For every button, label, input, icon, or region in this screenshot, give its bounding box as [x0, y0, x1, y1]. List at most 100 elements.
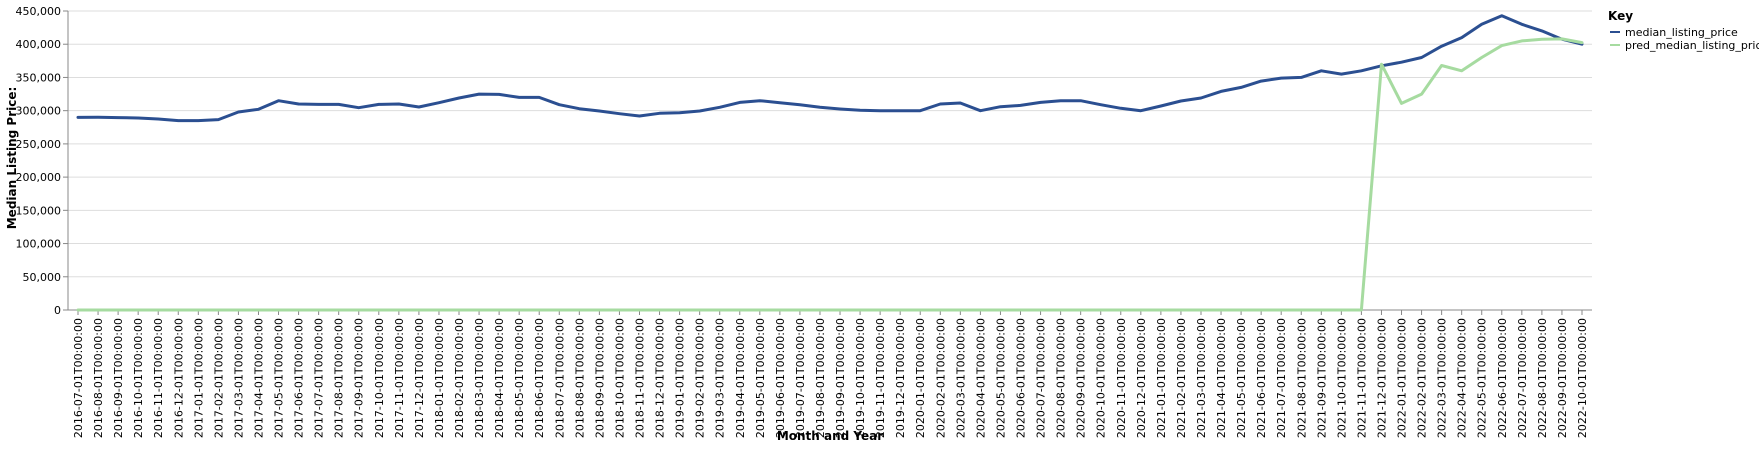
- x-tick-label: 2022-01-01T00:00:00: [1396, 318, 1409, 438]
- x-tick-label: 2021-07-01T00:00:00: [1275, 318, 1288, 438]
- y-tick-label: 350,000: [16, 71, 62, 84]
- x-tick-label: 2018-09-01T00:00:00: [593, 318, 606, 438]
- x-tick-label: 2020-03-01T00:00:00: [954, 318, 967, 438]
- x-tick-label: 2020-07-01T00:00:00: [1035, 318, 1048, 438]
- x-tick-label: 2020-01-01T00:00:00: [914, 318, 927, 438]
- legend-label: median_listing_price: [1625, 26, 1738, 39]
- x-tick-label: 2018-10-01T00:00:00: [613, 318, 626, 438]
- x-tick-label: 2019-06-01T00:00:00: [774, 318, 787, 438]
- axes: 0 50,000 100,000 150,000 200,000 250,000 300,0…: [16, 5, 1592, 438]
- series-line-pred_median_listing_price: [76, 37, 1584, 312]
- x-tick-label: 2019-12-01T00:00:00: [894, 318, 907, 438]
- x-tick-label: 2017-06-01T00:00:00: [293, 318, 306, 438]
- x-tick-label: 2022-03-01T00:00:00: [1436, 318, 1449, 438]
- x-tick-label: 2018-08-01T00:00:00: [573, 318, 586, 438]
- x-tick-label: 2019-05-01T00:00:00: [754, 318, 767, 438]
- y-tick-label: 300,000: [16, 105, 62, 118]
- x-tick-label: 2018-11-01T00:00:00: [633, 318, 646, 438]
- x-tick-label: 2017-11-01T00:00:00: [393, 318, 406, 438]
- x-tick-label: 2017-05-01T00:00:00: [273, 318, 286, 438]
- x-tick-label: 2019-10-01T00:00:00: [854, 318, 867, 438]
- x-tick-label: 2019-01-01T00:00:00: [674, 318, 687, 438]
- x-tick-label: 2022-09-01T00:00:00: [1556, 318, 1569, 438]
- x-tick-label: 2021-04-01T00:00:00: [1215, 318, 1228, 438]
- x-tick-label: 2021-06-01T00:00:00: [1255, 318, 1268, 438]
- x-tick-label: 2020-11-01T00:00:00: [1115, 318, 1128, 438]
- x-tick-label: 2017-09-01T00:00:00: [353, 318, 366, 438]
- x-tick-label: 2020-09-01T00:00:00: [1075, 318, 1088, 438]
- y-tick-label: 450,000: [16, 5, 62, 18]
- x-tick-label: 2018-02-01T00:00:00: [453, 318, 466, 438]
- x-tick-label: 2016-10-01T00:00:00: [132, 318, 145, 438]
- x-tick-label: 2017-03-01T00:00:00: [232, 318, 245, 438]
- y-tick-label: 400,000: [16, 38, 62, 51]
- x-tick-label: 2017-02-01T00:00:00: [212, 318, 225, 438]
- series-line-median_listing_price: [76, 14, 1584, 123]
- x-tick-label: 2017-12-01T00:00:00: [413, 318, 426, 438]
- x-tick-label: 2016-08-01T00:00:00: [92, 318, 105, 438]
- x-tick-label: 2020-06-01T00:00:00: [1015, 318, 1028, 438]
- x-tick-label: 2020-10-01T00:00:00: [1095, 318, 1108, 438]
- x-tick-label: 2018-01-01T00:00:00: [433, 318, 446, 438]
- x-tick-label: 2020-12-01T00:00:00: [1135, 318, 1148, 438]
- x-tick-label: 2022-07-01T00:00:00: [1516, 318, 1529, 438]
- legend-title: Key: [1608, 9, 1633, 23]
- y-axis-title: Median Listing Price:: [5, 87, 19, 230]
- x-tick-label: 2018-04-01T00:00:00: [493, 318, 506, 438]
- x-tick-label: 2016-09-01T00:00:00: [112, 318, 125, 438]
- x-tick-label: 2018-05-01T00:00:00: [513, 318, 526, 438]
- x-tick-label: 2022-05-01T00:00:00: [1476, 318, 1489, 438]
- x-tick-label: 2021-03-01T00:00:00: [1195, 318, 1208, 438]
- y-tick-label: 150,000: [16, 204, 62, 217]
- x-tick-label: 2019-09-01T00:00:00: [834, 318, 847, 438]
- legend: Key median_listing_pricepred_median_list…: [1608, 9, 1759, 52]
- x-tick-label: 2019-08-01T00:00:00: [814, 318, 827, 438]
- x-tick-label: 2021-11-01T00:00:00: [1355, 318, 1368, 438]
- x-tick-label: 2022-08-01T00:00:00: [1536, 318, 1549, 438]
- x-tick-label: 2017-01-01T00:00:00: [192, 318, 205, 438]
- y-tick-label: 200,000: [16, 171, 62, 184]
- x-tick-label: 2019-07-01T00:00:00: [794, 318, 807, 438]
- x-tick-label: 2018-03-01T00:00:00: [473, 318, 486, 438]
- x-tick-label: 2021-05-01T00:00:00: [1235, 318, 1248, 438]
- y-tick-label: 250,000: [16, 138, 62, 151]
- x-tick-label: 2016-11-01T00:00:00: [152, 318, 165, 438]
- x-tick-label: 2022-06-01T00:00:00: [1496, 318, 1509, 438]
- x-tick-label: 2020-05-01T00:00:00: [994, 318, 1007, 438]
- x-tick-label: 2021-01-01T00:00:00: [1155, 318, 1168, 438]
- x-tick-label: 2021-08-01T00:00:00: [1295, 318, 1308, 438]
- x-tick-label: 2021-12-01T00:00:00: [1375, 318, 1388, 438]
- x-tick-label: 2018-06-01T00:00:00: [533, 318, 546, 438]
- x-tick-label: 2020-04-01T00:00:00: [974, 318, 987, 438]
- x-tick-label: 2017-04-01T00:00:00: [252, 318, 265, 438]
- x-tick-label: 2020-02-01T00:00:00: [934, 318, 947, 438]
- legend-items: median_listing_pricepred_median_listing_…: [1610, 26, 1759, 52]
- x-tick-label: 2019-02-01T00:00:00: [694, 318, 707, 438]
- y-tick-label: 0: [54, 304, 61, 317]
- x-tick-label: 2017-08-01T00:00:00: [333, 318, 346, 438]
- legend-label: pred_median_listing_price: [1625, 39, 1759, 52]
- x-tick-label: 2022-10-01T00:00:00: [1576, 318, 1589, 438]
- x-tick-label: 2016-07-01T00:00:00: [72, 318, 85, 438]
- x-tick-label: 2021-10-01T00:00:00: [1335, 318, 1348, 438]
- x-tick-label: 2017-10-01T00:00:00: [373, 318, 386, 438]
- y-tick-label: 100,000: [16, 238, 62, 251]
- grid: [68, 10, 1592, 311]
- x-tick-label: 2017-07-01T00:00:00: [313, 318, 326, 438]
- series: [76, 14, 1584, 312]
- x-tick-label: 2019-03-01T00:00:00: [714, 318, 727, 438]
- x-tick-label: 2019-04-01T00:00:00: [734, 318, 747, 438]
- x-tick-label: 2018-07-01T00:00:00: [553, 318, 566, 438]
- x-tick-label: 2022-04-01T00:00:00: [1456, 318, 1469, 438]
- x-tick-label: 2020-08-01T00:00:00: [1055, 318, 1068, 438]
- x-tick-label: 2022-02-01T00:00:00: [1416, 318, 1429, 438]
- y-tick-label: 50,000: [23, 271, 62, 284]
- x-tick-label: 2016-12-01T00:00:00: [172, 318, 185, 438]
- x-tick-label: 2019-11-01T00:00:00: [874, 318, 887, 438]
- x-axis-title: Month and Year: [777, 429, 883, 443]
- x-tick-label: 2021-09-01T00:00:00: [1315, 318, 1328, 438]
- x-tick-label: 2021-02-01T00:00:00: [1175, 318, 1188, 438]
- x-tick-label: 2018-12-01T00:00:00: [654, 318, 667, 438]
